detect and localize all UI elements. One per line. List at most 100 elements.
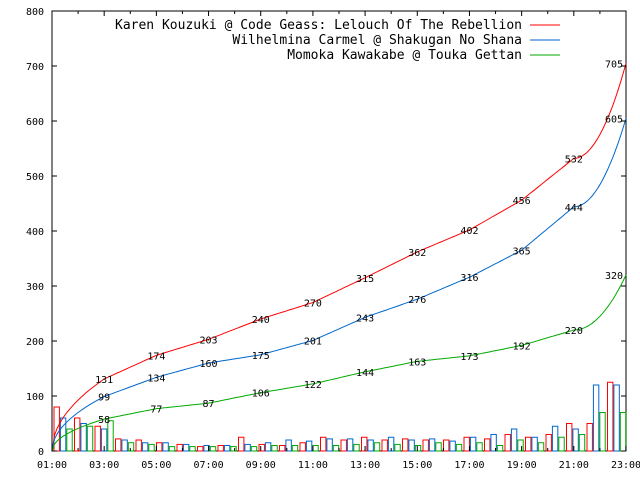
- hourly-bar: [182, 443, 190, 452]
- hourly-bar: [162, 442, 169, 452]
- hourly-bar: [141, 442, 149, 452]
- hourly-bar: [244, 443, 251, 452]
- legend: Karen Kouzuki @ Code Geass: Lelouch Of T…: [115, 18, 560, 63]
- hourly-bar: [422, 439, 429, 452]
- hourly-bar: [59, 417, 67, 452]
- hourly-bar: [545, 434, 552, 452]
- hourly-bar: [517, 439, 524, 452]
- data-label: 77: [150, 405, 162, 416]
- x-tick-label: 13:00: [350, 460, 380, 471]
- hourly-bar: [484, 438, 491, 452]
- hourly-bar: [230, 446, 237, 452]
- hourly-bar: [599, 412, 606, 452]
- hourly-bar: [455, 443, 463, 452]
- hourly-bar: [394, 443, 401, 452]
- hourly-bar: [586, 423, 593, 452]
- hourly-bar: [340, 439, 347, 452]
- y-tick-label: 100: [26, 392, 44, 403]
- hourly-bar: [572, 428, 579, 452]
- hourly-bar: [613, 384, 620, 452]
- hourly-bar: [510, 428, 518, 452]
- hourly-bar: [408, 439, 415, 452]
- x-tick-label: 11:00: [298, 460, 328, 471]
- hourly-bar: [525, 436, 532, 452]
- hourly-bar: [332, 445, 340, 452]
- hourly-bar: [250, 446, 258, 452]
- hourly-bar: [86, 425, 94, 452]
- data-label: 316: [460, 273, 478, 284]
- data-label: 144: [356, 368, 374, 379]
- hourly-bar: [361, 436, 368, 452]
- hourly-bar: [189, 446, 196, 452]
- y-tick-label: 500: [26, 172, 44, 183]
- hourly-bar: [558, 436, 565, 452]
- data-label: 402: [460, 226, 478, 237]
- hourly-bar: [271, 445, 278, 452]
- data-label: 134: [147, 373, 165, 384]
- hourly-bar: [80, 423, 87, 452]
- data-label: 131: [95, 375, 113, 386]
- hourly-bar: [537, 442, 545, 452]
- hourly-bar: [326, 438, 333, 452]
- data-label: 444: [565, 203, 583, 214]
- x-tick-label: 19:00: [507, 460, 537, 471]
- hourly-bar: [258, 443, 265, 452]
- data-label: 315: [356, 274, 374, 285]
- hourly-bar: [168, 446, 176, 452]
- series-line: [51, 274, 627, 452]
- data-label: 243: [356, 313, 374, 324]
- hourly-bar: [217, 445, 224, 452]
- hourly-bar: [107, 420, 114, 452]
- x-tick-label: 23:00: [611, 460, 640, 471]
- hourly-bar: [66, 428, 73, 452]
- legend-entry-label: Momoka Kawakabe @ Touka Gettan: [287, 48, 522, 63]
- hourly-bar: [531, 436, 538, 452]
- hourly-bar: [223, 445, 231, 452]
- y-tick-label: 400: [26, 227, 44, 238]
- hourly-bar: [469, 436, 477, 452]
- hourly-bars: [53, 381, 627, 452]
- x-tick-label: 07:00: [193, 460, 223, 471]
- hourly-bar: [148, 443, 155, 452]
- data-label: 160: [200, 359, 218, 370]
- hourly-bar: [135, 439, 142, 452]
- hourly-bar: [367, 439, 374, 452]
- hourly-bar: [490, 434, 497, 452]
- data-label: 175: [252, 351, 270, 362]
- data-label: 320: [605, 271, 623, 282]
- data-label: 705: [605, 59, 623, 70]
- hourly-bar: [209, 446, 217, 452]
- hourly-bar: [607, 381, 614, 452]
- series-line: [51, 118, 627, 452]
- hourly-bar: [592, 384, 600, 452]
- hourly-bar: [291, 445, 299, 452]
- hourly-bar: [156, 442, 163, 452]
- data-label: 173: [460, 352, 478, 363]
- hourly-bar: [238, 436, 245, 452]
- data-label: 58: [98, 415, 110, 426]
- hourly-bar: [264, 442, 272, 452]
- x-tick-label: 01:00: [37, 460, 67, 471]
- hourly-bar: [496, 445, 504, 452]
- hourly-bar: [285, 439, 292, 452]
- hourly-bar: [203, 445, 210, 452]
- data-label: 240: [252, 315, 270, 326]
- hourly-bar: [443, 439, 450, 452]
- y-tick-label: 300: [26, 282, 44, 293]
- hourly-bar: [551, 425, 559, 452]
- hourly-bar: [305, 440, 313, 452]
- data-label: 220: [565, 326, 583, 337]
- data-label: 87: [203, 399, 215, 410]
- data-label: 174: [147, 351, 165, 362]
- data-label: 365: [513, 246, 531, 257]
- hourly-bar: [115, 438, 122, 452]
- y-tick-label: 700: [26, 62, 44, 73]
- hourly-bar: [121, 439, 128, 452]
- axes: 0 100 200 300 400 500 600 700 800 01:00 03:00 05:00…: [26, 7, 640, 471]
- data-label: 163: [408, 357, 426, 368]
- hourly-bar: [619, 412, 627, 452]
- y-tick-label: 600: [26, 117, 44, 128]
- hourly-bar: [176, 443, 183, 452]
- hourly-bar: [74, 417, 81, 452]
- series-lines: [51, 63, 627, 452]
